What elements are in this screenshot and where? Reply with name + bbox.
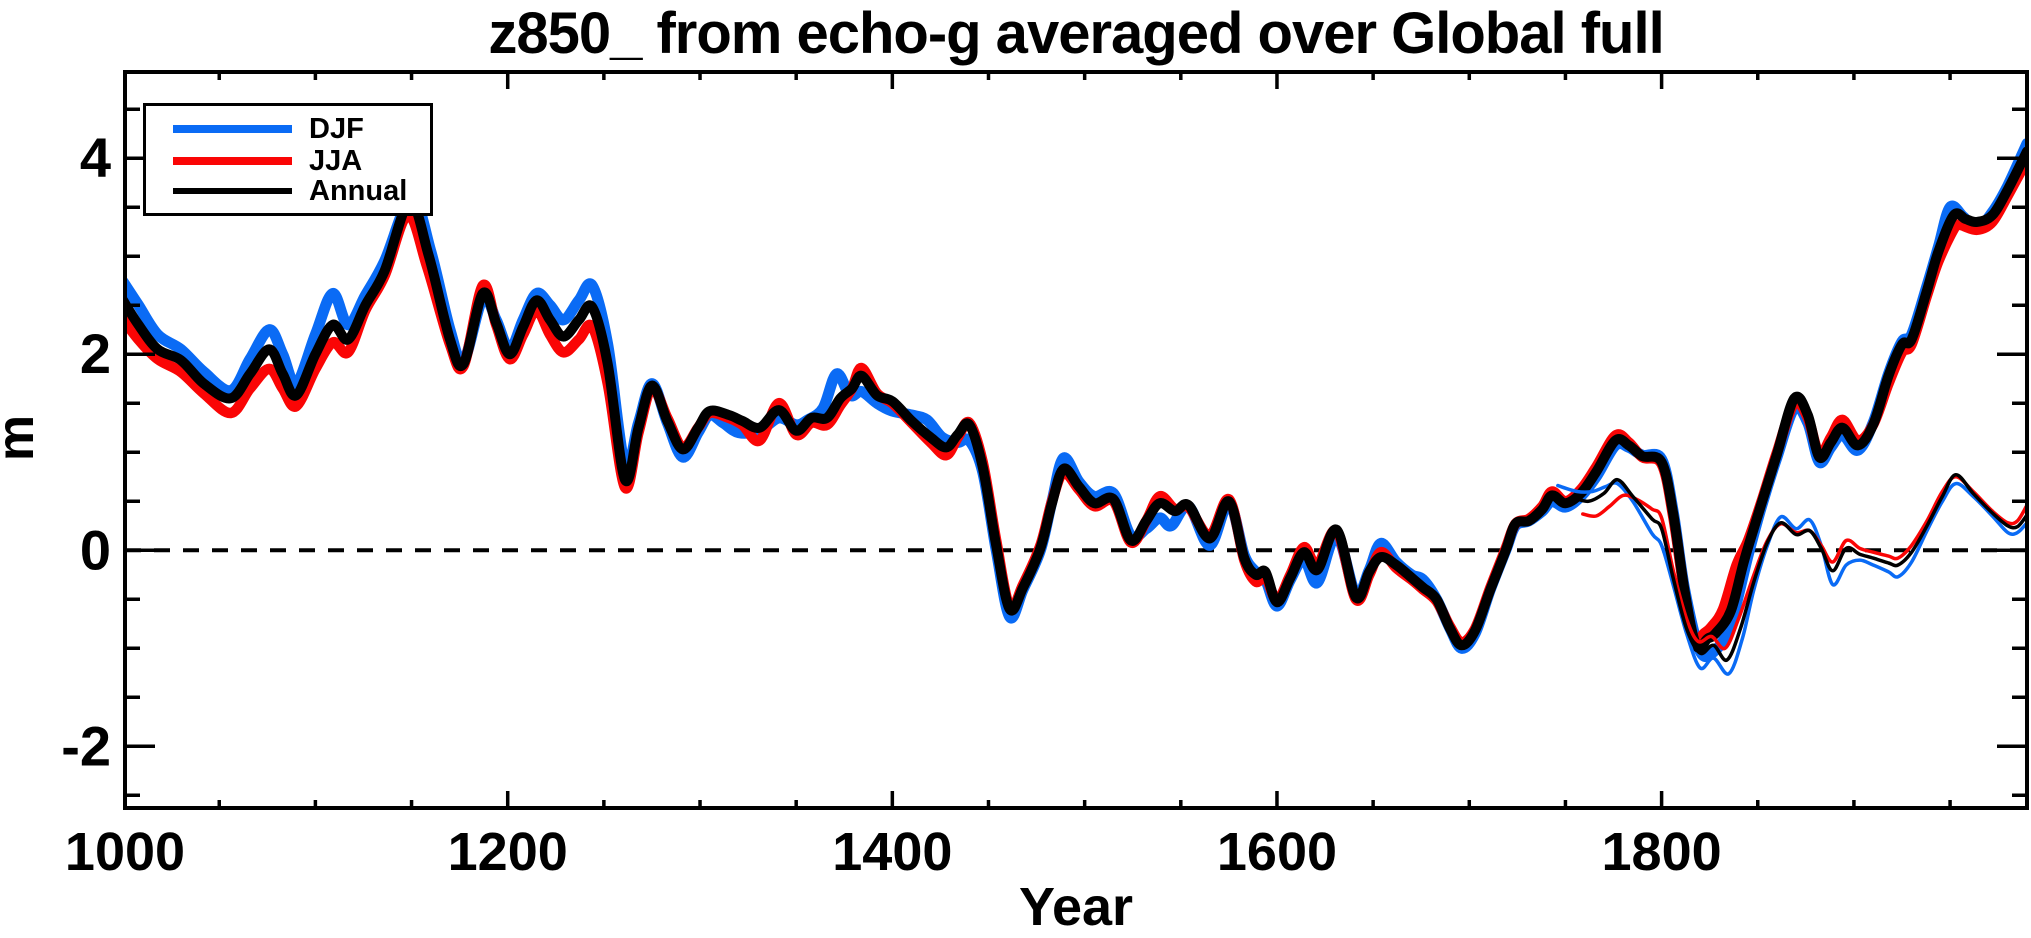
x-tick-label: 1400 — [832, 822, 952, 882]
legend-entry-annual: Annual — [146, 174, 430, 207]
legend-label-djf: DJF — [309, 112, 364, 145]
series-djf_thin — [1556, 481, 2027, 676]
series-annual — [125, 146, 2027, 653]
x-tick-label: 1200 — [448, 822, 568, 882]
series-jja_thin — [1581, 475, 2027, 651]
chart-title: z850_ from echo-g averaged over Global f… — [488, 1, 1664, 66]
jja-line-swatch — [173, 157, 292, 165]
x-tick-label: 1800 — [1602, 822, 1722, 882]
y-axis-label: m — [0, 410, 45, 466]
legend-label-jja: JJA — [309, 144, 363, 177]
annual-line-swatch — [173, 188, 292, 194]
legend-label-annual: Annual — [309, 174, 408, 207]
djf-line-swatch — [173, 125, 292, 133]
legend-box: DJF JJA Annual — [143, 103, 433, 216]
y-tick-label: -2 — [61, 714, 111, 777]
x-tick-label: 1600 — [1217, 822, 1337, 882]
legend-entry-djf: DJF — [146, 112, 430, 145]
y-tick-label: 0 — [80, 518, 111, 581]
x-tick-label: 1000 — [65, 822, 185, 882]
y-tick-label: 2 — [80, 322, 111, 385]
x-axis-label: Year — [1018, 877, 1134, 937]
series-annual_thin — [1571, 473, 2027, 662]
legend-entry-jja: JJA — [146, 144, 430, 177]
y-tick-label: 4 — [80, 126, 111, 189]
